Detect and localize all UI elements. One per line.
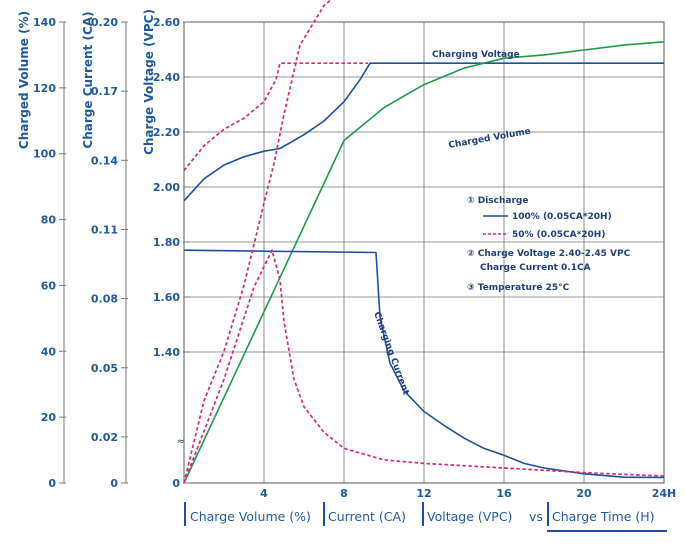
bottom-underline bbox=[547, 530, 667, 532]
series-line-1 bbox=[183, 41, 665, 484]
charged-volume-annotation: Charged Volume bbox=[448, 127, 532, 151]
volume-tick-label: 120 bbox=[33, 82, 56, 95]
charge-voltage-axis-title: Charge Voltage (VPC) bbox=[142, 9, 156, 155]
series-line-4 bbox=[183, 0, 333, 484]
x-tick-label: 12 bbox=[416, 487, 431, 500]
bottom-bar-2 bbox=[323, 502, 325, 526]
x-tick-label: 8 bbox=[340, 487, 348, 500]
plot-grid bbox=[183, 21, 665, 484]
charge-current-axis-title: Charge Current (CA) bbox=[81, 11, 95, 148]
volume-tick-label: 60 bbox=[41, 279, 57, 292]
x-tick-label: 4 bbox=[260, 487, 268, 500]
legend-item-50: 50% (0.05CA*20H) bbox=[512, 230, 605, 240]
current-tick-label: 0.11 bbox=[91, 223, 118, 236]
voltage-tick-label: 2.00 bbox=[153, 181, 180, 194]
bottom-bar-1 bbox=[184, 502, 186, 526]
charged-volume-axis-title: Charged Volume (%) bbox=[17, 11, 31, 149]
axis-ticks: 02040608010012014000.020.050.080.110.140… bbox=[33, 16, 676, 500]
voltage-tick-label: 1.40 bbox=[153, 346, 180, 359]
charging-voltage-annotation: Charging Voltage bbox=[432, 50, 520, 60]
current-tick-label: 0.14 bbox=[91, 154, 118, 167]
legend-discharge-title: ① Discharge bbox=[467, 196, 528, 206]
bottom-label-charge-volume: Charge Volume (%) bbox=[190, 509, 311, 524]
bottom-bar-3 bbox=[422, 502, 424, 526]
current-tick-label: 0.20 bbox=[91, 16, 118, 29]
voltage-tick-label: 1.80 bbox=[153, 236, 180, 249]
x-tick-label: 20 bbox=[576, 487, 592, 500]
volume-tick-label: 40 bbox=[41, 345, 57, 358]
bottom-label-vs: vs bbox=[529, 509, 543, 524]
current-tick-label: 0.02 bbox=[91, 431, 118, 444]
current-tick-label: 0.08 bbox=[91, 293, 118, 306]
series-line-0 bbox=[183, 62, 664, 202]
current-tick-label: 0 bbox=[110, 477, 118, 490]
chart-series bbox=[183, 0, 665, 484]
legend: ① Discharge 100% (0.05CA*20H) 50% (0.05C… bbox=[467, 196, 631, 293]
current-tick-label: 0.17 bbox=[91, 85, 118, 98]
legend-charge-voltage: ② Charge Voltage 2.40-2.45 VPC bbox=[467, 249, 631, 259]
volume-tick-label: 100 bbox=[33, 148, 56, 161]
tilde-break-mark: ≈ bbox=[177, 437, 185, 447]
charging-current-annotation: Charging Current bbox=[371, 311, 411, 398]
voltage-tick-label: 2.40 bbox=[153, 71, 180, 84]
bottom-label-voltage: Voltage (VPC) bbox=[427, 509, 512, 524]
volume-tick-label: 20 bbox=[41, 411, 57, 424]
voltage-tick-label: 0 bbox=[172, 477, 180, 490]
x-tick-label: 24H bbox=[652, 487, 677, 500]
voltage-tick-label: 2.60 bbox=[153, 16, 180, 29]
legend-item-100: 100% (0.05CA*20H) bbox=[512, 212, 612, 222]
bottom-label-current: Current (CA) bbox=[328, 509, 406, 524]
legend-charge-current: Charge Current 0.1CA bbox=[480, 263, 591, 273]
volume-tick-label: 140 bbox=[33, 16, 56, 29]
series-line-5 bbox=[183, 249, 665, 484]
bottom-label-strip: Charge Volume (%) Current (CA) Voltage (… bbox=[184, 502, 667, 532]
bottom-bar-4 bbox=[547, 502, 549, 526]
volume-tick-label: 80 bbox=[41, 214, 57, 227]
legend-temperature: ③ Temperature 25°C bbox=[467, 283, 570, 293]
bottom-label-charge-time: Charge Time (H) bbox=[552, 509, 655, 524]
left-axes bbox=[63, 22, 127, 483]
voltage-tick-label: 2.20 bbox=[153, 126, 180, 139]
x-tick-label: 16 bbox=[496, 487, 512, 500]
current-tick-label: 0.05 bbox=[91, 362, 118, 375]
volume-tick-label: 0 bbox=[48, 477, 56, 490]
series-line-3 bbox=[183, 62, 368, 172]
voltage-tick-label: 1.60 bbox=[153, 291, 180, 304]
